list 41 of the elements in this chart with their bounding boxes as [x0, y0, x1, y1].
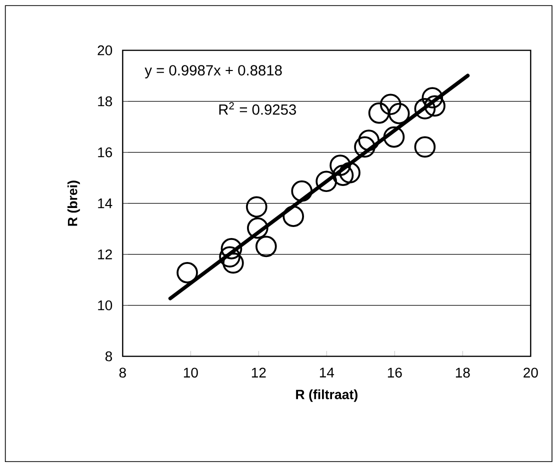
- point: [383, 126, 405, 148]
- point: [339, 162, 360, 184]
- x-tick-label: 8: [119, 368, 126, 378]
- x-tick-label: 18: [456, 368, 470, 378]
- point: [220, 238, 242, 260]
- point: [354, 136, 376, 158]
- point: [358, 130, 380, 152]
- y-tick-label: 16: [98, 147, 112, 158]
- point: [388, 102, 410, 124]
- y-tick-label: 20: [98, 45, 112, 56]
- y-tick-label: 12: [98, 249, 112, 260]
- point: [380, 94, 402, 116]
- x-tick-label: 20: [524, 368, 538, 378]
- point: [291, 180, 313, 202]
- y-tick-label: 10: [98, 300, 112, 310]
- point: [282, 206, 304, 227]
- point: [414, 136, 436, 158]
- x-tick-label: 12: [252, 368, 266, 378]
- point: [176, 262, 198, 284]
- point: [422, 87, 444, 108]
- point: [246, 196, 268, 218]
- x-tick-label: 16: [388, 368, 402, 378]
- x-tick-label: 14: [320, 368, 334, 378]
- y-axis-title: R (brei): [67, 180, 80, 226]
- annotation: y = 0.9987x + 0.8818: [144, 65, 282, 78]
- point: [330, 154, 351, 176]
- point: [332, 164, 354, 186]
- point: [424, 95, 446, 117]
- x-axis-title: R (filtraat): [296, 389, 358, 402]
- point: [255, 236, 277, 258]
- annotation: R$^{2}$ = 0.9253: [219, 102, 296, 115]
- point: [222, 252, 244, 274]
- point: [219, 246, 240, 268]
- point: [316, 170, 337, 192]
- y-tick-label: 8: [105, 351, 112, 362]
- y-tick-label: 18: [98, 96, 112, 106]
- y-tick-label: 14: [98, 198, 112, 208]
- x-tick-label: 10: [184, 368, 198, 378]
- point: [414, 98, 436, 120]
- point: [368, 102, 390, 124]
- point: [246, 217, 268, 239]
